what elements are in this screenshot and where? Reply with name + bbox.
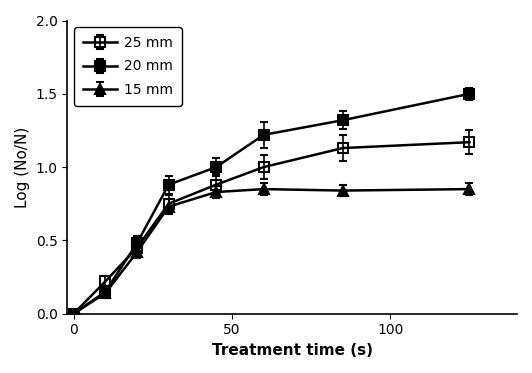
Legend: 25 mm, 20 mm, 15 mm: 25 mm, 20 mm, 15 mm	[74, 28, 181, 106]
X-axis label: Treatment time (s): Treatment time (s)	[212, 343, 372, 358]
Y-axis label: Log (No/N): Log (No/N)	[15, 126, 30, 208]
